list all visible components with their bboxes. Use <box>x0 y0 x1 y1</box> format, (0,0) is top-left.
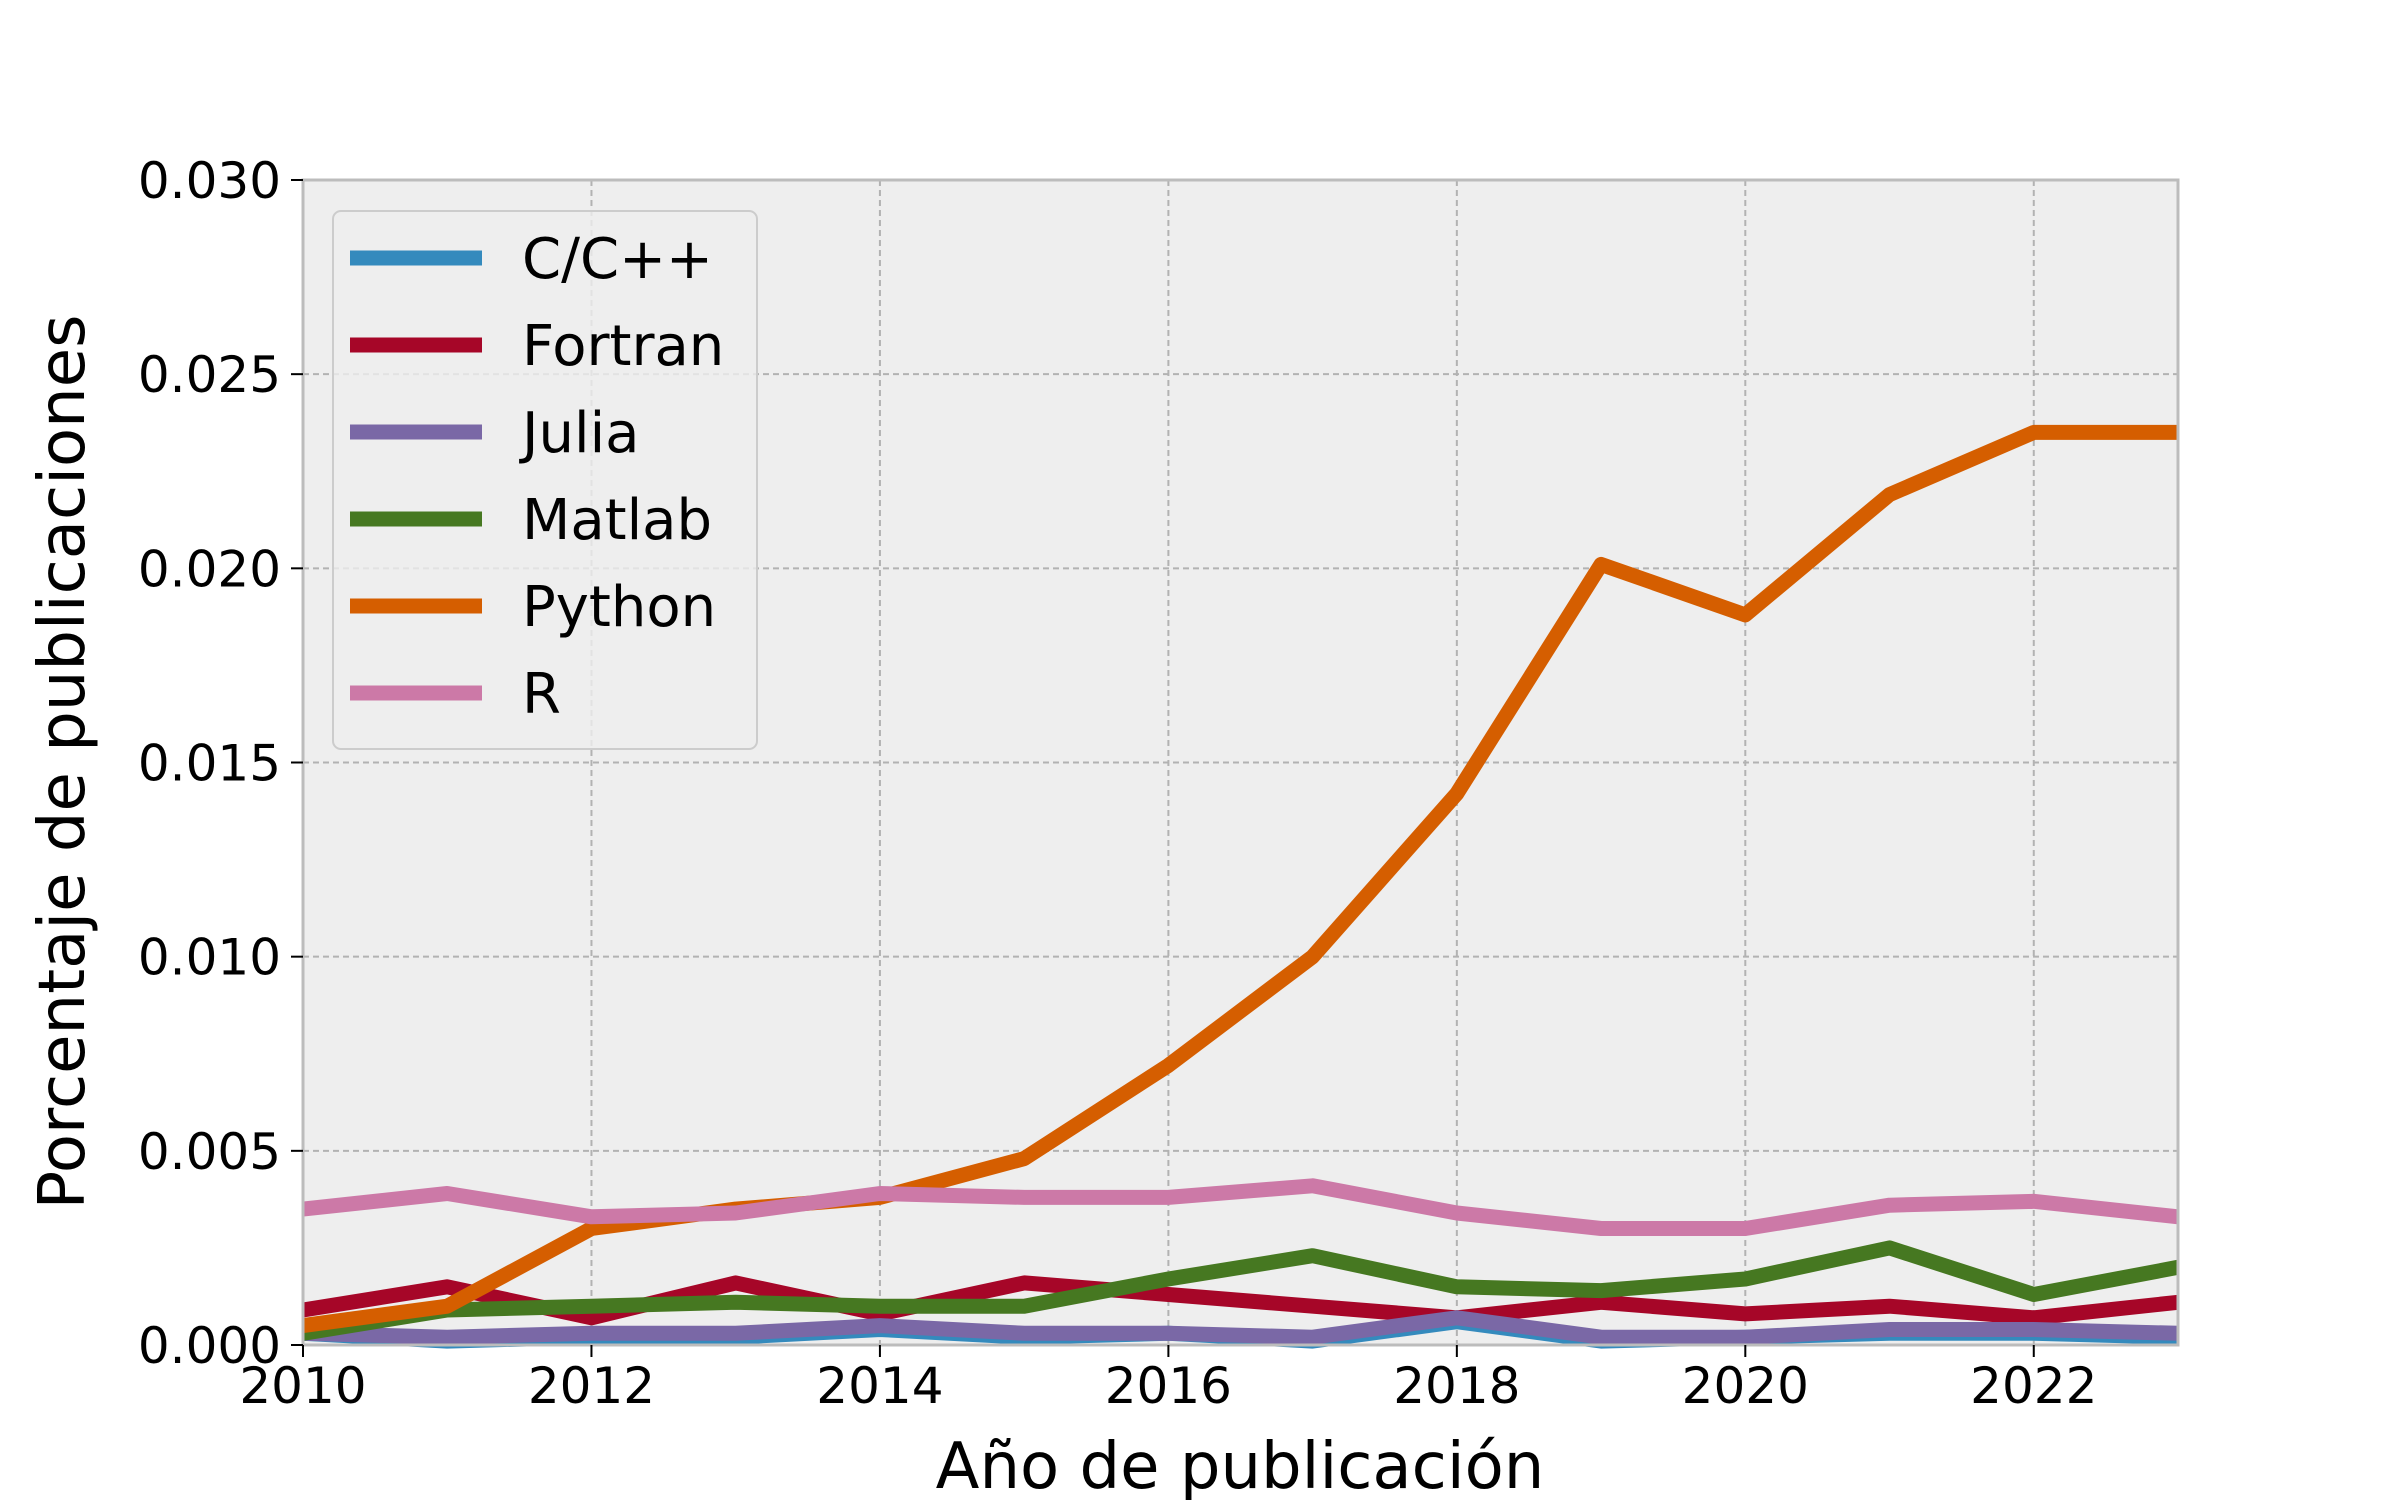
legend-label-4: Python <box>522 575 716 640</box>
legend: C/C++ Fortran Julia Matlab Python R <box>332 210 758 750</box>
x-tick-label: 2018 <box>1393 1357 1520 1415</box>
x-tick-label: 2010 <box>239 1357 366 1415</box>
legend-label-5: R <box>522 662 561 727</box>
x-tick-label: 2014 <box>816 1357 943 1415</box>
y-tick-label: 0.030 <box>138 152 281 210</box>
x-tick-label: 2012 <box>528 1357 655 1415</box>
y-tick-label: 0.005 <box>138 1123 281 1181</box>
x-tick-label: 2020 <box>1682 1357 1809 1415</box>
x-axis-title: Año de publicación <box>936 1430 1545 1500</box>
series-line-5 <box>302 1178 2179 1236</box>
legend-label-2: Julia <box>519 401 639 466</box>
y-tick-label: 0.015 <box>138 735 281 793</box>
y-tick-label: 0.020 <box>138 540 281 598</box>
x-tick-label: 2022 <box>1970 1357 2097 1415</box>
series-line-2 <box>302 1310 2179 1345</box>
y-tick-label: 0.000 <box>138 1317 281 1375</box>
legend-label-0: C/C++ <box>522 227 713 292</box>
legend-label-3: Matlab <box>522 488 712 553</box>
series-line-3 <box>301 1240 2180 1341</box>
y-axis-title: Porcentaje de publicaciones <box>26 315 100 1210</box>
series-lines <box>301 424 2180 1349</box>
x-axis-ticks: 2010 2012 2014 2016 2018 2020 2022 <box>239 1345 2097 1415</box>
y-tick-label: 0.010 <box>138 929 281 987</box>
legend-label-1: Fortran <box>522 314 724 379</box>
y-axis-ticks: 0.000 0.005 0.010 0.015 0.020 0.025 0.030 <box>138 152 303 1375</box>
series-line-4 <box>301 424 2178 1334</box>
x-tick-label: 2016 <box>1105 1357 1232 1415</box>
y-tick-label: 0.025 <box>138 346 281 404</box>
